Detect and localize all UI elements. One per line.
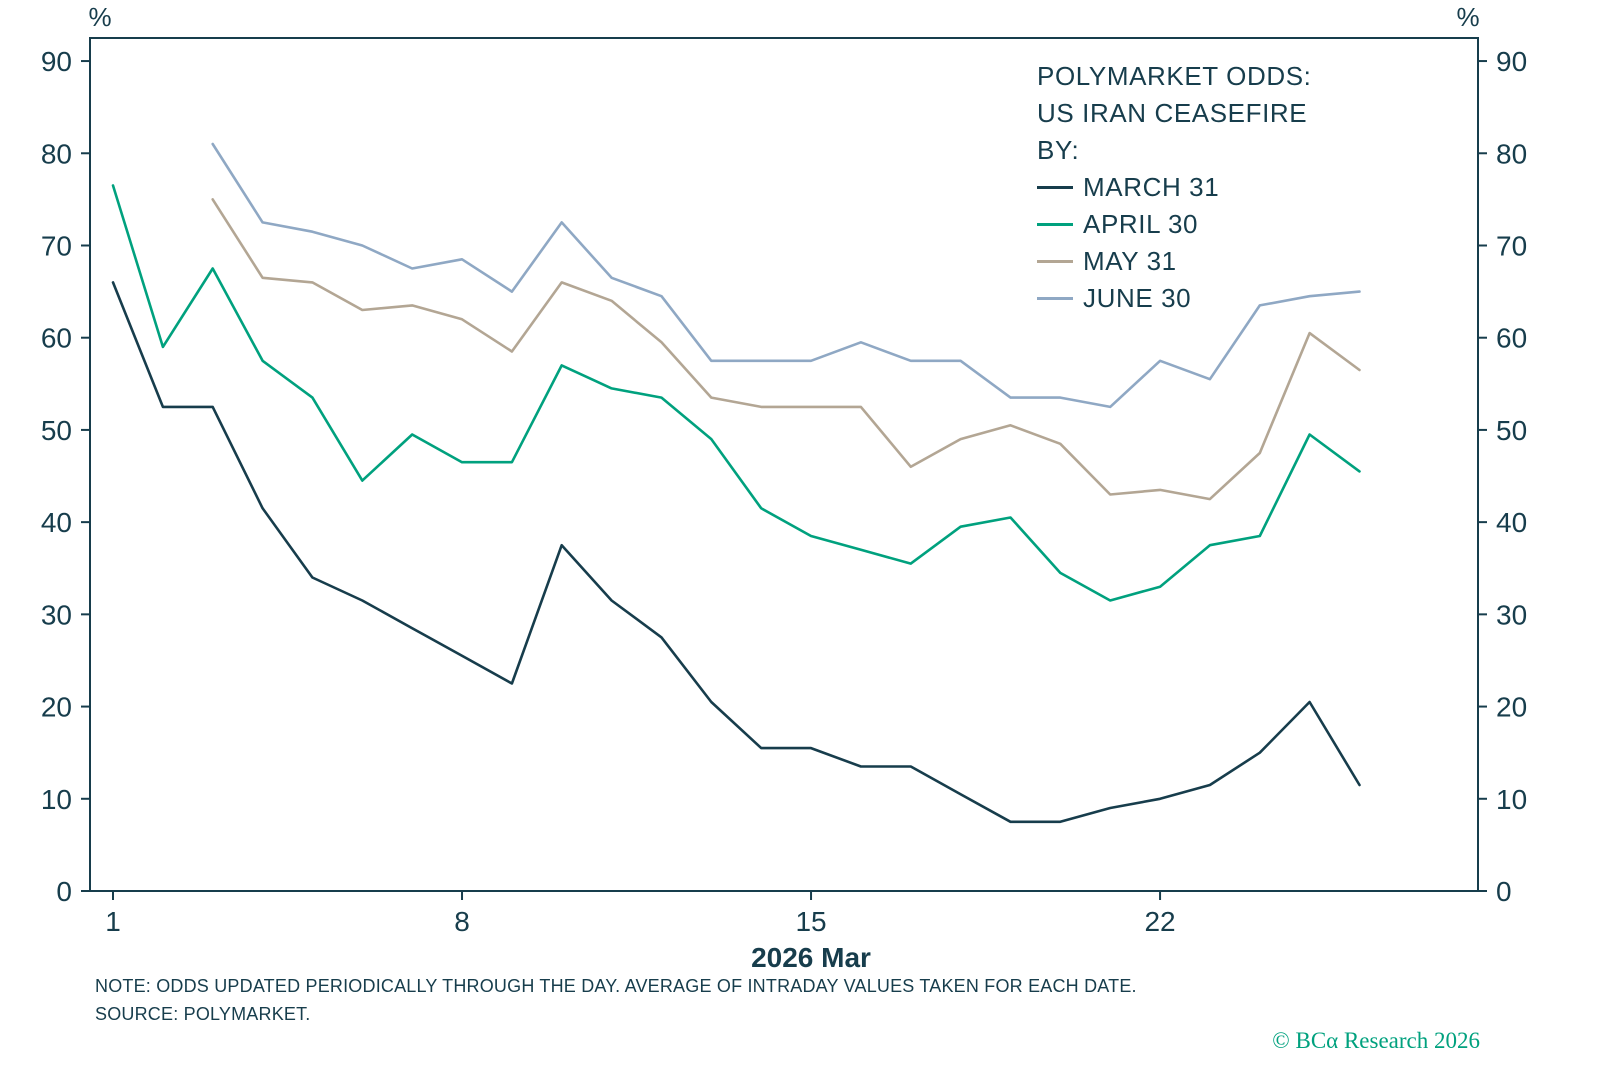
x-tick-label: 8 — [454, 906, 470, 937]
x-tick-label: 1 — [105, 906, 121, 937]
legend-title-line-1: POLYMARKET ODDS: — [1037, 61, 1312, 91]
y-tick-label-right: 10 — [1496, 784, 1527, 815]
april-30-line-swatch — [1037, 223, 1073, 226]
y-tick-label-left: 20 — [41, 692, 72, 723]
chart-legend: POLYMARKET ODDS: US IRAN CEASEFIRE BY: M… — [1037, 58, 1311, 317]
y-tick-label-right: 60 — [1496, 323, 1527, 354]
percent-label-left: % — [88, 2, 111, 32]
legend-entry-june-30: JUNE 30 — [1037, 280, 1311, 317]
legend-entry-april-30: APRIL 30 — [1037, 206, 1311, 243]
x-axis-title: 2026 Mar — [751, 942, 871, 973]
y-tick-label-left: 60 — [41, 323, 72, 354]
y-tick-label-right: 70 — [1496, 230, 1527, 261]
y-tick-label-right: 30 — [1496, 599, 1527, 630]
y-tick-label-right: 90 — [1496, 46, 1527, 77]
bca-research-copyright: © BCα Research 2026 — [1272, 1028, 1480, 1053]
series-line-june-30 — [211, 142, 1361, 409]
footnote-note-line: NOTE: ODDS UPDATED PERIODICALLY THROUGH … — [95, 976, 1137, 996]
legend-title-line-2: US IRAN CEASEFIRE — [1037, 98, 1308, 128]
y-tick-label-right: 80 — [1496, 138, 1527, 169]
plot-frame — [89, 37, 1479, 892]
series-line-march-31 — [111, 281, 1361, 824]
y-tick-label-left: 90 — [41, 46, 72, 77]
legend-entry-label: MAY 31 — [1083, 246, 1177, 276]
legend-title-line-3: BY: — [1037, 135, 1080, 165]
y-tick-label-left: 80 — [41, 138, 72, 169]
legend-entry-may-31: MAY 31 — [1037, 243, 1311, 280]
y-tick-label-left: 40 — [41, 507, 72, 538]
legend-entry-label: MARCH 31 — [1083, 172, 1220, 202]
june-30-line-swatch — [1037, 297, 1073, 300]
legend-entry-label: APRIL 30 — [1083, 209, 1199, 239]
legend-entry-label: JUNE 30 — [1083, 283, 1192, 313]
x-tick-label: 15 — [795, 906, 826, 937]
y-tick-label-left: 0 — [56, 876, 72, 907]
y-tick-label-right: 40 — [1496, 507, 1527, 538]
y-tick-label-left: 10 — [41, 784, 72, 815]
footnote-source-line: SOURCE: POLYMARKET. — [95, 1004, 311, 1024]
y-tick-label-right: 0 — [1496, 876, 1512, 907]
percent-label-right: % — [1456, 2, 1479, 32]
chart-footnote: NOTE: ODDS UPDATED PERIODICALLY THROUGH … — [95, 972, 1137, 1028]
may-31-line-swatch — [1037, 260, 1073, 263]
march-31-line-swatch — [1037, 186, 1073, 189]
y-tick-label-right: 20 — [1496, 692, 1527, 723]
series-line-may-31 — [211, 198, 1361, 501]
y-tick-label-left: 30 — [41, 599, 72, 630]
legend-entry-march-31: MARCH 31 — [1037, 169, 1311, 206]
series-line-april-30 — [111, 184, 1361, 602]
y-tick-label-right: 50 — [1496, 415, 1527, 446]
x-tick-label: 22 — [1144, 906, 1175, 937]
y-tick-label-left: 70 — [41, 230, 72, 261]
y-tick-label-left: 50 — [41, 415, 72, 446]
